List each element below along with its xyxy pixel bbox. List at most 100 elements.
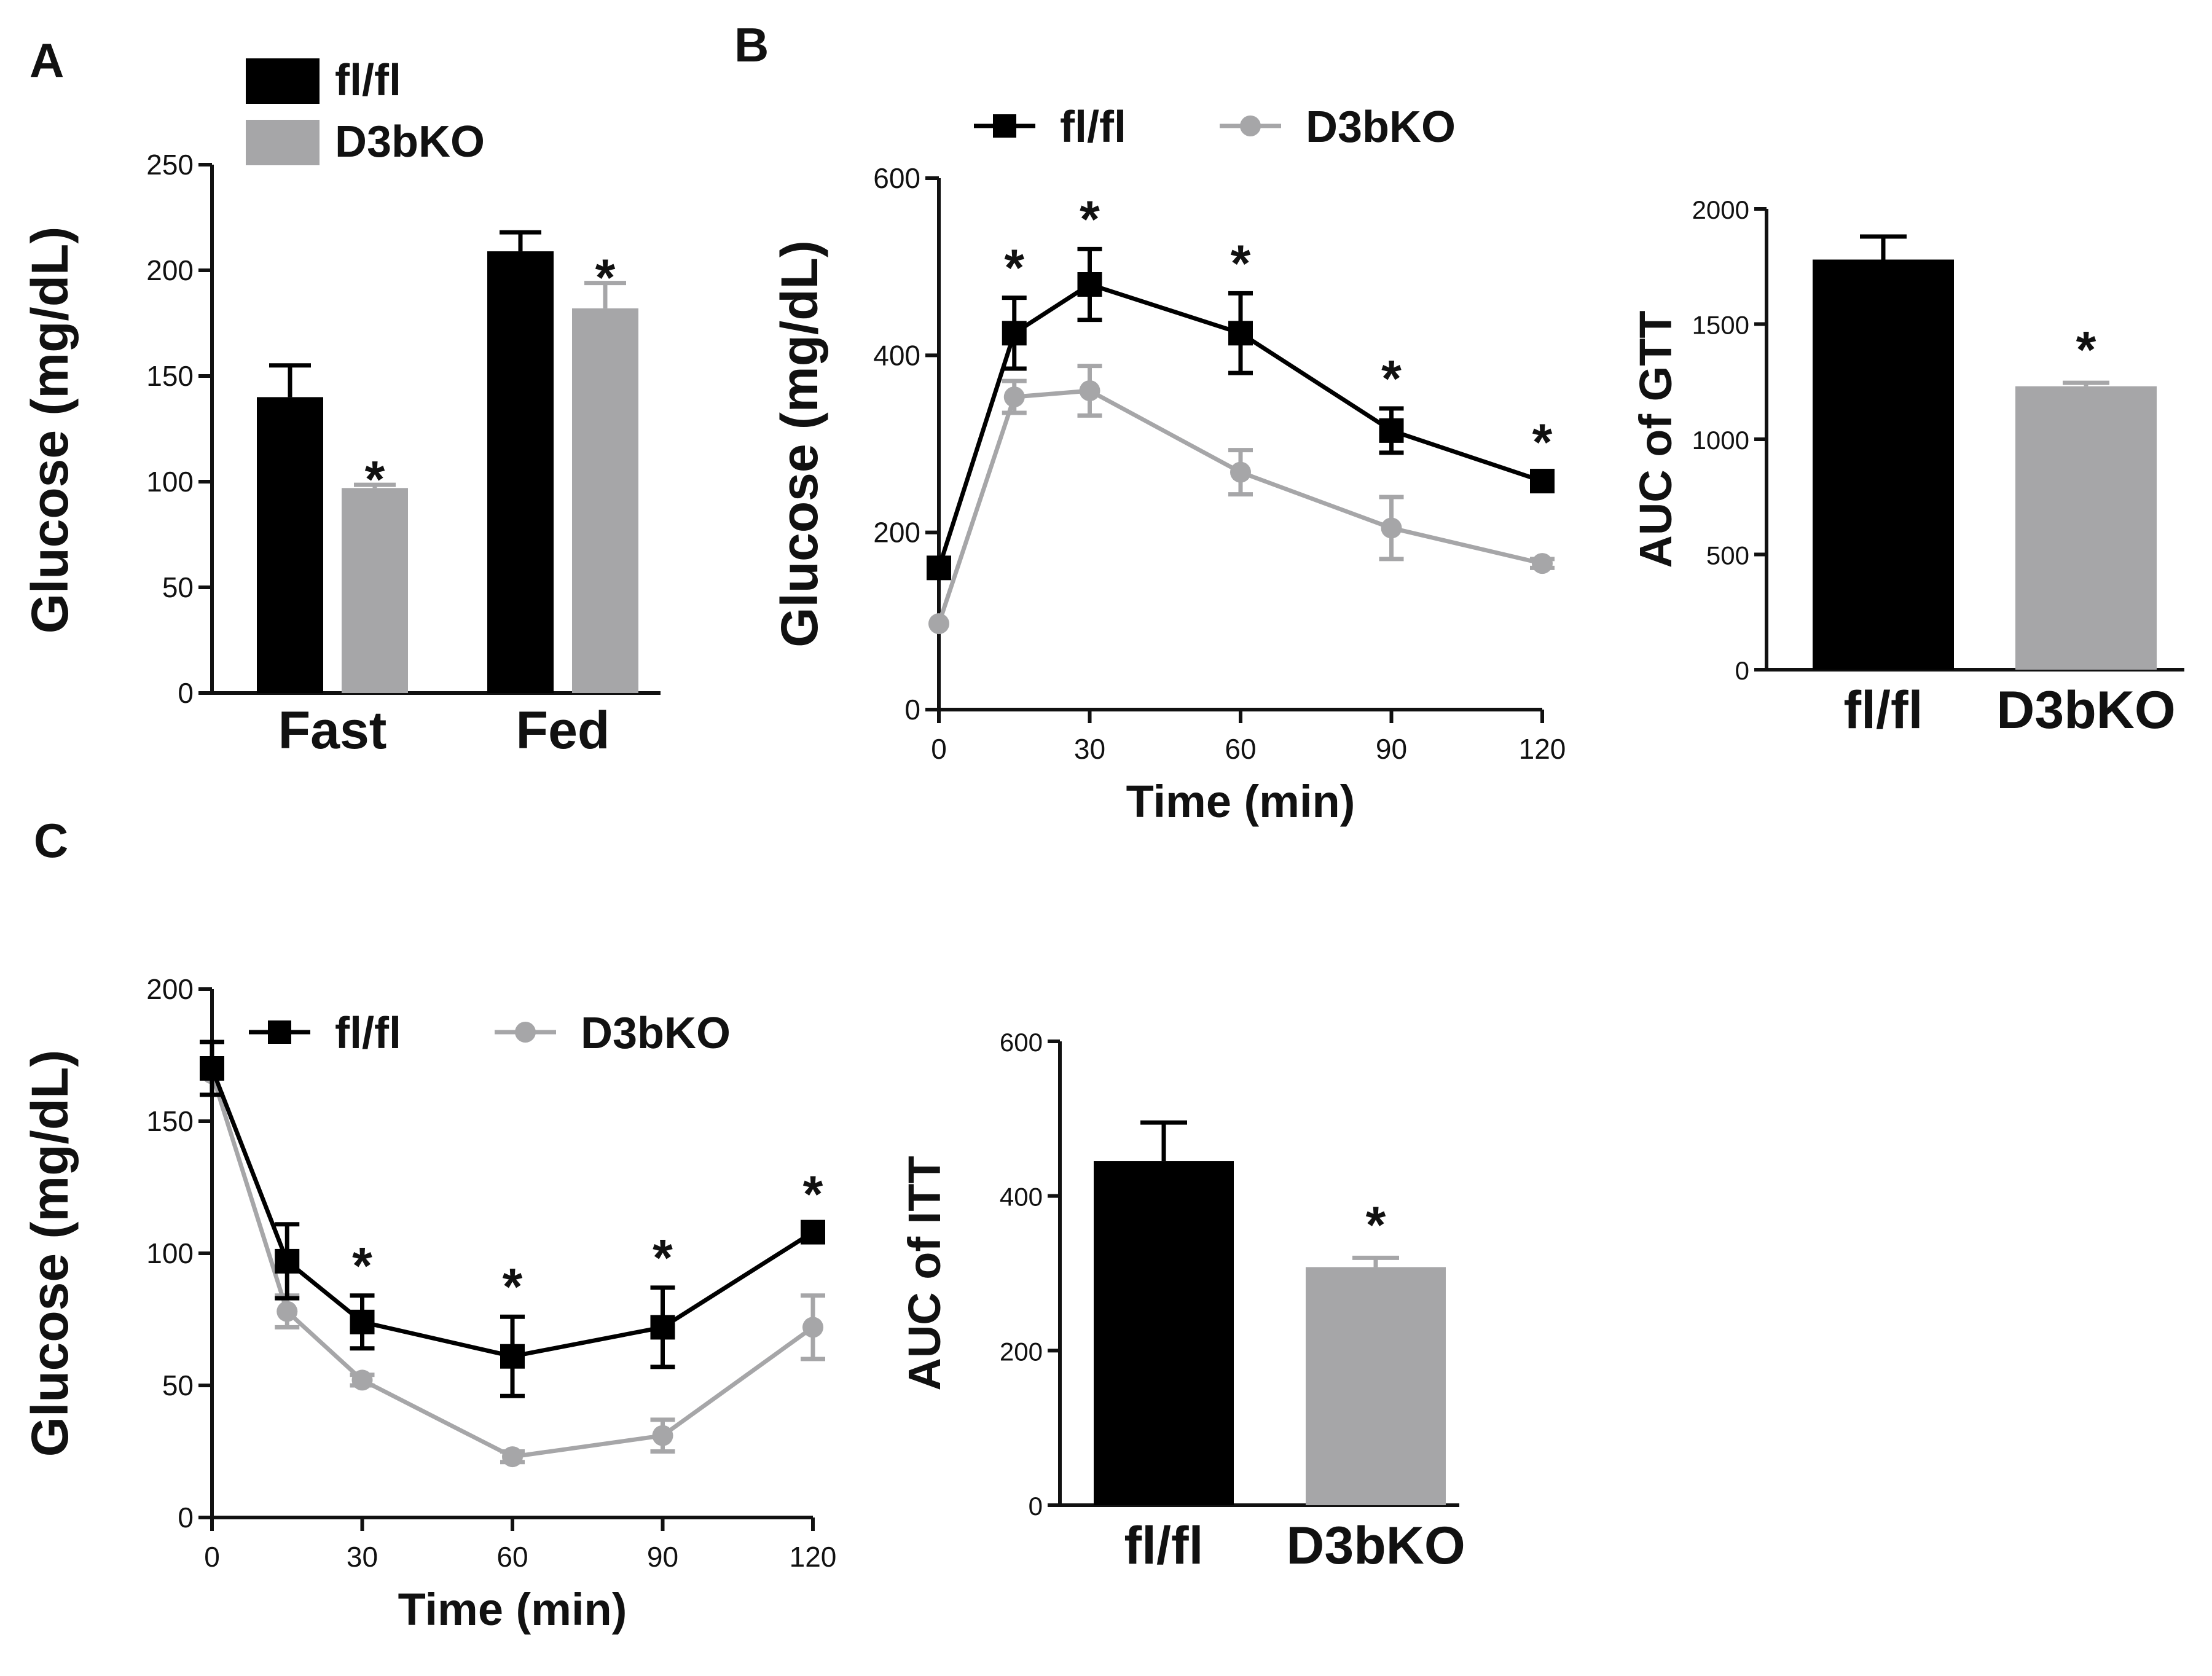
legend-label: D3bKO <box>1306 103 1456 152</box>
y-tick-label: 1000 <box>1692 426 1749 455</box>
y-axis-label: Glucose (mg/dL) <box>21 1050 79 1457</box>
y-tick-label: 200 <box>146 973 194 1005</box>
legend-label: fl/fl <box>1060 103 1126 152</box>
data-point-flfl <box>1228 321 1253 346</box>
y-tick-label: 200 <box>873 517 920 549</box>
bar-d3bko <box>342 488 408 693</box>
data-point-flfl <box>1002 321 1027 346</box>
y-axis-label: AUC of ITT <box>899 1156 950 1390</box>
panel-letter: B <box>734 18 769 72</box>
x-tick-label: 120 <box>1519 733 1566 765</box>
y-tick-label: 400 <box>1000 1183 1043 1212</box>
y-tick-label: 150 <box>146 360 194 392</box>
legend-label: fl/fl <box>335 56 401 105</box>
y-tick-label: 100 <box>146 466 194 498</box>
x-tick-label: 120 <box>790 1541 837 1573</box>
data-point-d3bko <box>928 613 949 635</box>
data-point-d3bko <box>1003 386 1025 408</box>
data-point-d3bko <box>1381 517 1402 539</box>
significance-star: * <box>1532 413 1553 471</box>
significance-star: * <box>803 1165 823 1223</box>
y-axis-label: AUC of GTT <box>1630 310 1681 568</box>
panel-a-chart: A 0 50 100 150 200 250 Glucose (mg/dL) * Fast * Fed… <box>21 33 661 760</box>
y-tick-label: 100 <box>146 1237 194 1269</box>
y-tick-label: 1500 <box>1692 311 1749 340</box>
series-line-flfl <box>936 282 1543 569</box>
panel-c-itt-line-chart: C 0 50 100 150 200 0 30 60 90 120 Time (min) Glucose… <box>21 813 836 1635</box>
significance-star: * <box>503 1258 523 1315</box>
data-point-flfl <box>350 1309 375 1334</box>
bar-flfl <box>1094 1161 1234 1505</box>
significance-star: * <box>1231 234 1251 292</box>
legend-marker-square <box>993 114 1016 138</box>
data-point-flfl <box>650 1315 675 1340</box>
x-category-label: Fed <box>516 701 610 760</box>
data-point-flfl <box>801 1220 825 1245</box>
legend-marker-square <box>268 1020 291 1044</box>
significance-star: * <box>1366 1196 1386 1253</box>
series-line-flfl <box>210 1067 814 1359</box>
bar-flfl <box>257 397 323 693</box>
significance-star: * <box>1381 350 1402 407</box>
y-axis-label: Glucose (mg/dL) <box>21 227 79 634</box>
data-point-flfl <box>200 1056 224 1081</box>
bar-d3bko <box>1306 1267 1446 1505</box>
legend-label: D3bKO <box>581 1009 731 1058</box>
x-category-label: Fast <box>278 701 387 760</box>
x-tick-label: 30 <box>1074 733 1105 765</box>
x-axis-label: Time (min) <box>1126 776 1355 827</box>
panel-b-gtt-line-chart: B 0 200 400 600 0 30 60 90 120 Time (min) Glucose (… <box>734 18 1566 827</box>
significance-star: * <box>595 249 616 307</box>
data-point-d3bko <box>1079 380 1100 401</box>
x-tick-label: 0 <box>204 1541 220 1573</box>
data-point-d3bko <box>276 1301 298 1322</box>
x-category-label: fl/fl <box>1844 681 1923 740</box>
legend-marker-circle <box>1240 116 1261 136</box>
legend-swatch <box>246 58 320 104</box>
y-tick-label: 2000 <box>1692 195 1749 224</box>
panel-c-auc-bar-chart: 0 200 400 600 AUC of ITT fl/fl D3bKO * <box>899 1028 1465 1575</box>
legend-marker-circle <box>515 1022 536 1043</box>
x-tick-label: 90 <box>1376 733 1407 765</box>
y-tick-label: 0 <box>178 1502 194 1533</box>
y-tick-label: 50 <box>162 571 194 603</box>
data-point-d3bko <box>652 1425 673 1446</box>
data-point-d3bko <box>502 1446 523 1468</box>
series-line-d3bko <box>210 1073 815 1459</box>
panel-b-auc-bar-chart: 0 500 1000 1500 2000 AUC of GTT fl/fl D3bKO * <box>1630 195 2184 740</box>
x-tick-label: 60 <box>1225 733 1256 765</box>
significance-star: * <box>2076 321 2096 378</box>
bar-d3bko <box>2015 386 2157 670</box>
series-line-d3bko <box>936 388 1543 625</box>
significance-star: * <box>352 1237 372 1294</box>
x-tick-label: 30 <box>347 1541 378 1573</box>
x-tick-label: 90 <box>647 1541 678 1573</box>
y-tick-label: 50 <box>162 1369 194 1401</box>
x-category-label: fl/fl <box>1124 1516 1204 1575</box>
x-tick-label: 60 <box>496 1541 528 1573</box>
y-tick-label: 400 <box>873 339 920 371</box>
y-tick-label: 600 <box>873 162 920 194</box>
significance-star: * <box>1080 190 1100 248</box>
y-tick-label: 0 <box>1735 656 1749 685</box>
y-tick-label: 0 <box>178 677 194 709</box>
data-point-flfl <box>500 1344 525 1369</box>
data-point-flfl <box>1077 272 1102 297</box>
y-axis-label: Glucose (mg/dL) <box>771 240 828 648</box>
y-tick-label: 500 <box>1706 541 1749 570</box>
bar-flfl <box>487 251 554 693</box>
y-tick-label: 200 <box>1000 1337 1043 1366</box>
panel-letter: A <box>29 33 64 87</box>
y-tick-label: 250 <box>146 149 194 181</box>
x-axis-label: Time (min) <box>398 1584 627 1635</box>
legend-swatch <box>246 120 320 165</box>
data-point-flfl <box>927 555 951 581</box>
y-tick-label: 600 <box>1000 1028 1043 1057</box>
data-point-flfl <box>1530 469 1555 494</box>
y-tick-label: 0 <box>904 694 920 726</box>
significance-star: * <box>1004 239 1024 297</box>
data-point-d3bko <box>802 1317 823 1338</box>
x-category-label: D3bKO <box>1996 681 2175 740</box>
x-category-label: D3bKO <box>1286 1516 1465 1575</box>
